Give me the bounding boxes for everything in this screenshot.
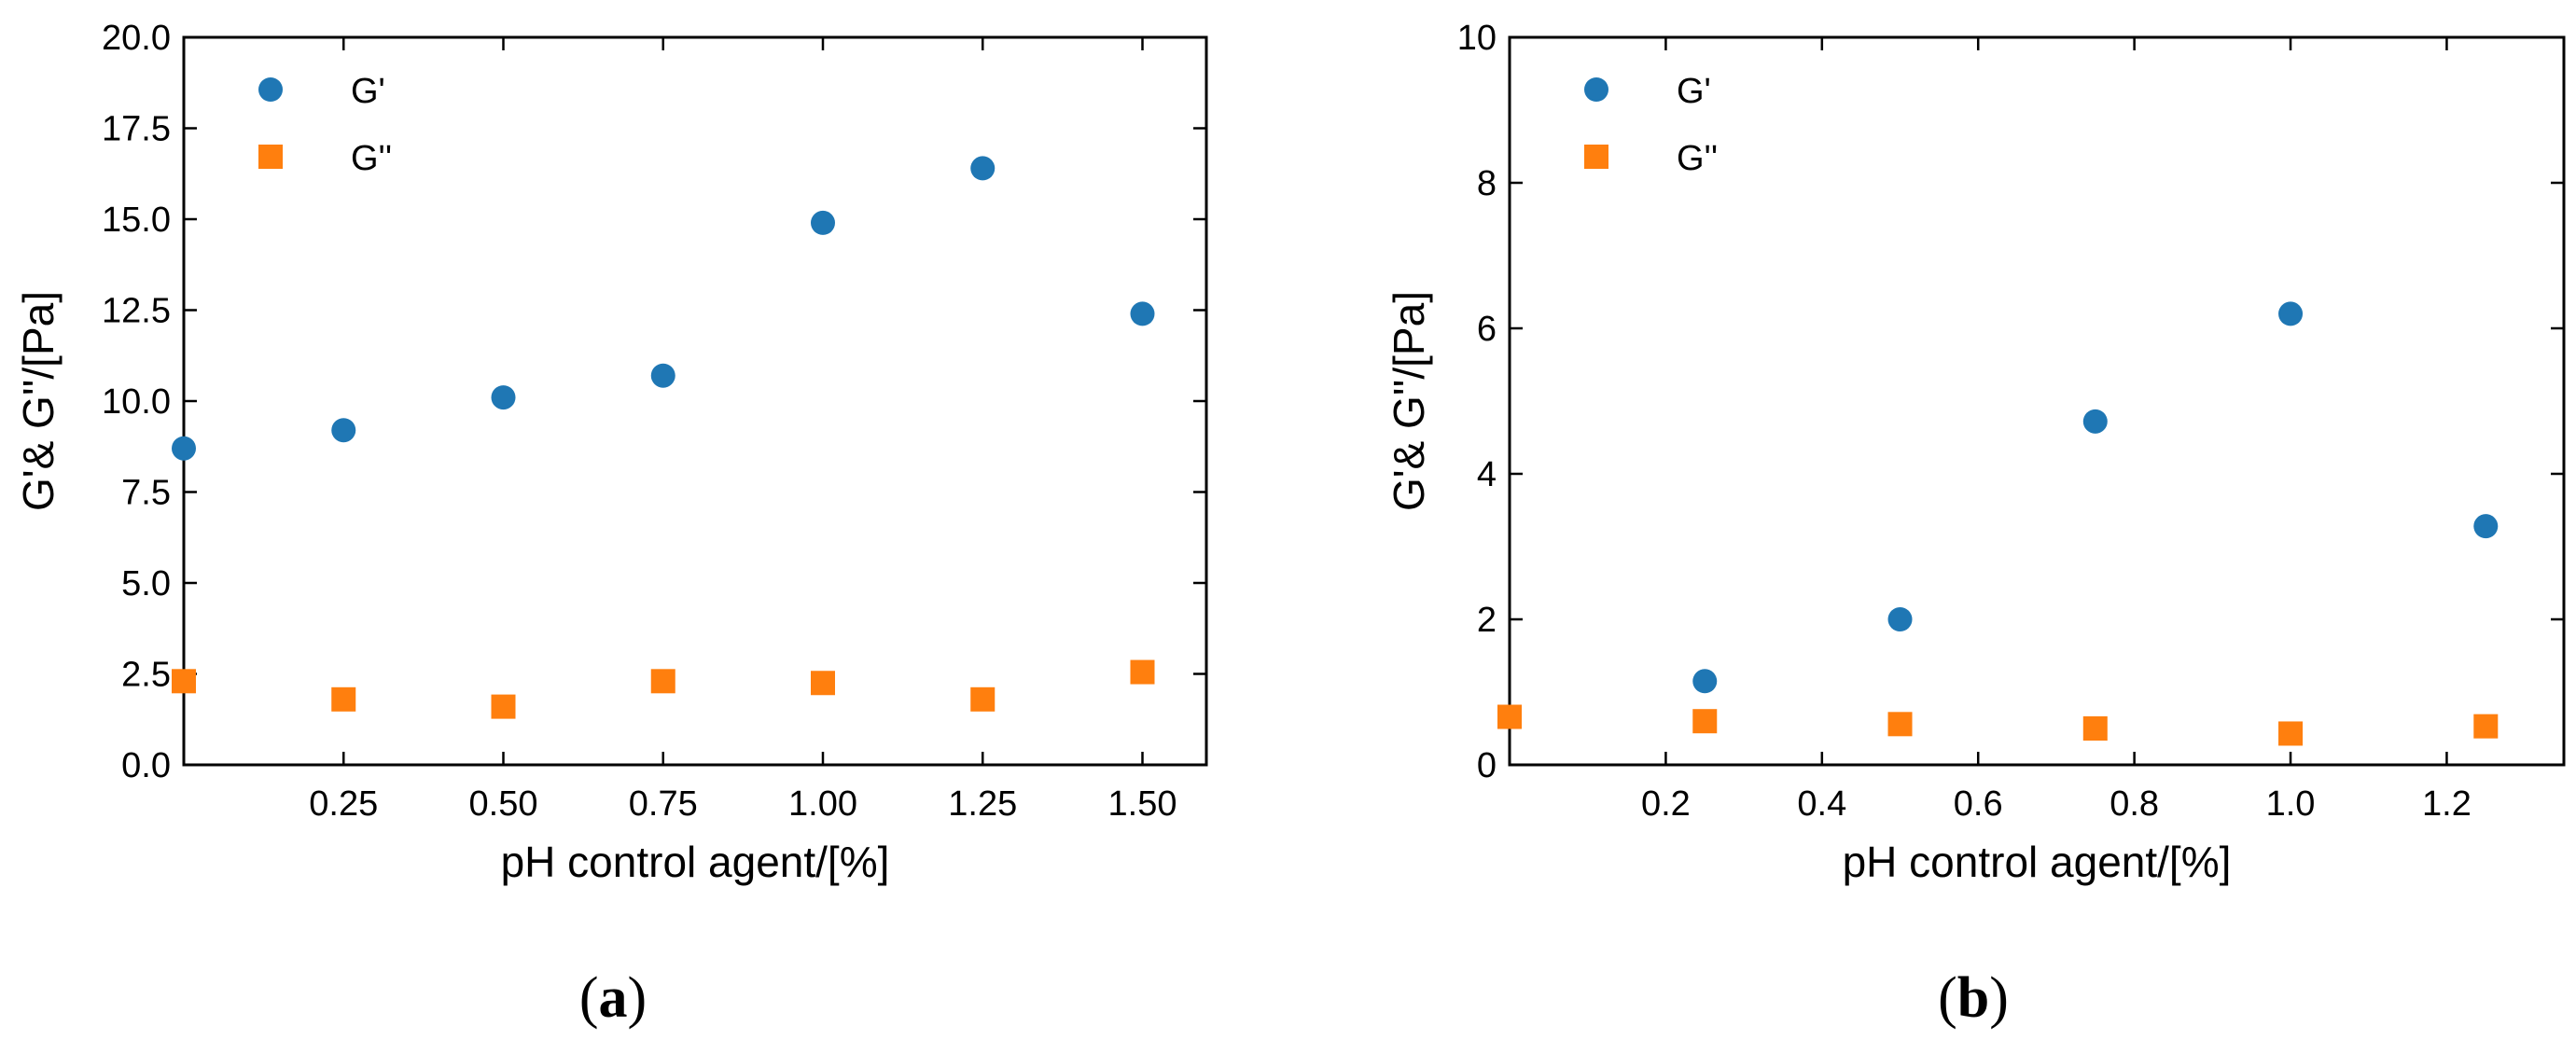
chart-b-point-gpp: [1692, 709, 1718, 734]
chart-a-plot-frame: [182, 35, 1208, 767]
chart-a-x-tick-label: 0.50: [469, 784, 538, 824]
chart-b-legend: G' G'': [1584, 72, 1718, 178]
chart-a-panel-label: (a): [579, 966, 647, 1030]
chart-b-point-gp: [2082, 409, 2108, 434]
chart-b-point-gp: [2473, 514, 2499, 539]
chart-a-legend-marker-gp: [258, 77, 283, 102]
chart-a-legend-label-gpp: G'': [351, 139, 392, 178]
chart-a-point-gp: [172, 436, 196, 461]
chart-b-x-tick-label: 1.2: [2422, 784, 2472, 824]
chart-a-x-tick-label: 0.75: [629, 784, 698, 824]
chart-a-legend-label-gp: G': [351, 72, 385, 111]
chart-a-legend: G' G'': [258, 72, 392, 178]
chart-a-point-gpp: [650, 669, 675, 694]
chart-a-legend-marker-gpp: [258, 145, 283, 169]
chart-a-point-gpp: [172, 669, 196, 694]
chart-a-y-tick-label: 15.0: [102, 201, 171, 240]
chart-b-y-tick-label: 0: [1477, 746, 1497, 785]
chart-b-panel-label: (b): [1938, 966, 2009, 1030]
chart-a-point-gp: [1130, 301, 1155, 326]
chart-a-y-axis-label: G'& G''/[Pa]: [14, 291, 63, 511]
chart-b-legend-marker-gpp: [1584, 145, 1608, 169]
chart-a-x-tick-label: 1.50: [1108, 784, 1177, 824]
chart-a-y-tick-label: 12.5: [102, 292, 171, 331]
chart-a-point-gpp: [970, 686, 996, 712]
chart-b-x-tick-label: 0.4: [1797, 784, 1846, 824]
chart-b-y-tick-label: 8: [1477, 164, 1497, 203]
chart-b-point-gp: [1692, 669, 1718, 694]
chart-b-point-gpp: [1887, 712, 1913, 737]
chart-a-point-gpp: [491, 694, 516, 719]
chart-b-x-tick-label: 0.2: [1641, 784, 1691, 824]
chart-a-point-gp: [491, 385, 516, 410]
chart-a-y-tick-label: 5.0: [121, 564, 171, 603]
chart-b-legend-label-gpp: G'': [1677, 139, 1718, 178]
chart-a-y-tick-label: 7.5: [121, 474, 171, 513]
chart-b-y-tick-label: 4: [1477, 455, 1497, 494]
chart-a-y-tick-label: 20.0: [102, 19, 171, 58]
chart-panel-a: 0.25 0.50 0.75 1.00 1.25 1.50 0.0 2.5 5.0 7.5 10.0…: [14, 19, 1208, 1030]
chart-b-x-tick-label: 0.6: [1954, 784, 2003, 824]
chart-a-point-gp: [650, 363, 675, 388]
chart-b-plot-frame: [1508, 35, 2566, 767]
chart-a-y-tick-label: 10.0: [102, 382, 171, 422]
chart-b-point-gpp: [2473, 714, 2499, 739]
chart-panel-b: 0.2 0.4 0.6 0.8 1.0 1.2 0 2 4 6 8 10 pH control agen…: [1385, 19, 2566, 1030]
chart-a-x-tick-label: 1.00: [788, 784, 857, 824]
chart-b-legend-label-gp: G': [1677, 72, 1711, 111]
chart-b-point-gp: [2278, 301, 2304, 326]
chart-b-point-gpp: [2082, 716, 2108, 741]
chart-a-point-gp: [331, 418, 356, 443]
chart-a-point-gpp: [811, 671, 835, 696]
chart-b-x-tick-label: 1.0: [2266, 784, 2316, 824]
chart-a-y-tick-label: 2.5: [121, 656, 171, 695]
chart-b-y-tick-label: 10: [1457, 19, 1497, 58]
chart-a-point-gpp: [1130, 659, 1155, 685]
chart-a-y-tick-label: 0.0: [121, 746, 171, 785]
chart-a-point-gp: [970, 156, 996, 181]
chart-b-legend-marker-gp: [1584, 77, 1608, 102]
chart-a-y-tick-label: 17.5: [102, 110, 171, 149]
chart-b-point-gpp: [1497, 704, 1522, 729]
chart-a-x-axis-label: pH control agent/[%]: [501, 838, 890, 886]
chart-a-x-tick-label: 1.25: [948, 784, 1017, 824]
chart-b-x-axis-label: pH control agent/[%]: [1843, 838, 2232, 886]
chart-b-point-gp: [1887, 607, 1913, 631]
chart-b-y-tick-label: 6: [1477, 310, 1497, 349]
chart-a-point-gpp: [331, 686, 356, 712]
chart-b-point-gpp: [2278, 721, 2304, 746]
chart-b-y-axis-label: G'& G''/[Pa]: [1385, 291, 1433, 511]
chart-a-x-tick-label: 0.25: [309, 784, 378, 824]
chart-a-point-gp: [811, 210, 835, 235]
chart-b-y-tick-label: 2: [1477, 601, 1497, 640]
chart-b-x-tick-label: 0.8: [2110, 784, 2159, 824]
